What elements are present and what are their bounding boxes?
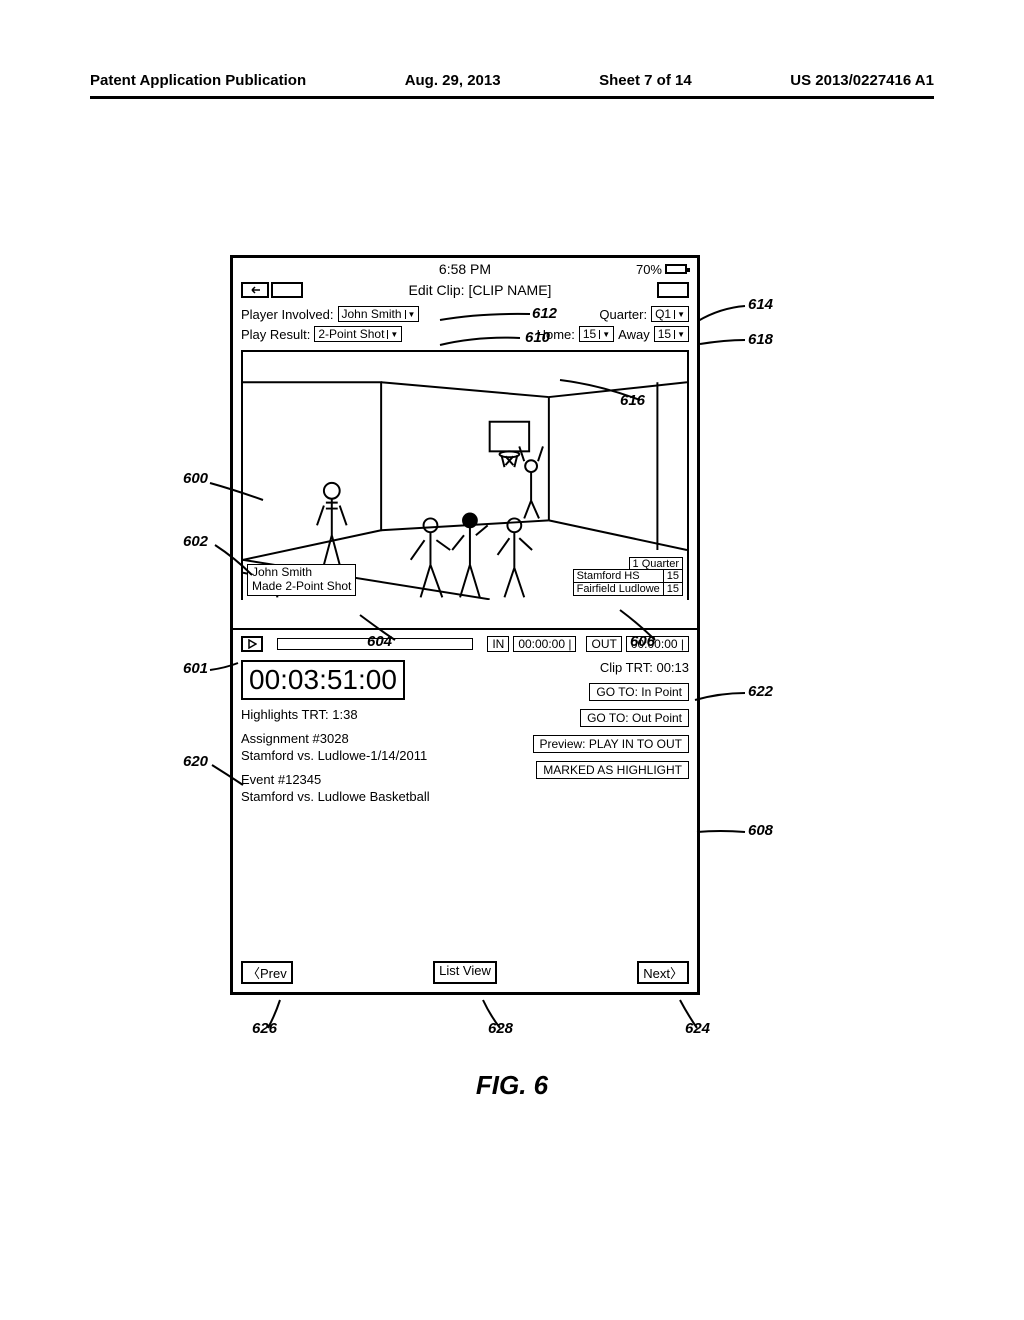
assignment-detail: Stamford vs. Ludlowe-1/14/2011	[241, 747, 455, 765]
chevron-down-icon: ▼	[387, 330, 398, 339]
callout-622: 622	[748, 683, 773, 700]
list-view-button[interactable]: List View	[433, 961, 497, 984]
overlay-result: Made 2-Point Shot	[252, 580, 351, 594]
right-button-column: Clip TRT: 00:13 GO TO: In Point GO TO: O…	[475, 660, 689, 806]
quarter-label: Quarter:	[599, 307, 647, 322]
callout-601: 601	[183, 660, 208, 677]
left-info-column: 00:03:51:00 Highlights TRT: 1:38 Assignm…	[241, 660, 455, 806]
event-id: Event #12345	[241, 771, 455, 789]
status-time: 6:58 PM	[439, 261, 491, 277]
device-frame: 6:58 PM 70% Edit Clip: [CLIP NAME] Playe…	[230, 255, 700, 995]
figure-caption: FIG. 6	[0, 1070, 1024, 1101]
page-header: Patent Application Publication Aug. 29, …	[90, 72, 934, 89]
result-label: Play Result:	[241, 327, 310, 342]
callout-606: 606	[630, 633, 655, 650]
battery-indicator: 70%	[636, 262, 687, 277]
event-detail: Stamford vs. Ludlowe Basketball	[241, 788, 455, 806]
status-bar: 6:58 PM 70%	[233, 258, 697, 280]
header-rule	[90, 96, 934, 99]
battery-pct: 70%	[636, 262, 662, 277]
highlight-button[interactable]: MARKED AS HIGHLIGHT	[536, 761, 689, 779]
score-overlay: 1 Quarter Stamford HS 15 Fairfield Ludlo…	[573, 557, 683, 597]
meta-row-1: Player Involved: John Smith ▼ Quarter: Q…	[233, 304, 697, 324]
prev-button[interactable]: 〈Prev	[241, 961, 293, 984]
chevron-down-icon: ▼	[405, 310, 416, 319]
clip-trt: Clip TRT: 00:13	[600, 660, 689, 675]
team1-score: 15	[664, 570, 682, 583]
callout-618: 618	[748, 331, 773, 348]
play-overlay: John Smith Made 2-Point Shot	[247, 564, 356, 596]
bottom-nav: 〈Prev List View Next〉	[241, 961, 689, 984]
away-dropdown[interactable]: 15 ▼	[654, 326, 689, 342]
transport-row: IN 00:00:00 | OUT 00:00:00 |	[241, 636, 689, 652]
nav-bar: Edit Clip: [CLIP NAME]	[233, 280, 697, 304]
home-dropdown[interactable]: 15 ▼	[579, 326, 614, 342]
header-left: Patent Application Publication	[90, 72, 306, 89]
header-right: US 2013/0227416 A1	[790, 72, 934, 89]
in-value: 00:00:00 |	[513, 636, 576, 652]
team1-name: Stamford HS	[574, 570, 664, 583]
away-label: Away	[618, 327, 650, 342]
header-date: Aug. 29, 2013	[405, 72, 501, 89]
out-button[interactable]: OUT	[586, 636, 621, 652]
player-dropdown[interactable]: John Smith ▼	[338, 306, 420, 322]
chevron-down-icon: ▼	[674, 330, 685, 339]
assignment-id: Assignment #3028	[241, 730, 455, 748]
overlay-player: John Smith	[252, 566, 351, 580]
team2-score: 15	[664, 583, 682, 595]
video-preview[interactable]: John Smith Made 2-Point Shot 1 Quarter S…	[241, 350, 689, 600]
result-dropdown[interactable]: 2-Point Shot ▼	[314, 326, 402, 342]
nav-button-right[interactable]	[657, 282, 689, 298]
battery-icon	[665, 264, 687, 274]
goto-out-button[interactable]: GO TO: Out Point	[580, 709, 689, 727]
player-value: John Smith	[342, 307, 402, 321]
nav-button-left[interactable]	[271, 282, 303, 298]
callout-610: 610	[525, 329, 550, 346]
callout-614: 614	[748, 296, 773, 313]
callout-616: 616	[620, 392, 645, 409]
highlights-trt: Highlights TRT: 1:38	[241, 706, 455, 724]
callout-604: 604	[367, 633, 392, 650]
play-button[interactable]	[241, 636, 263, 652]
header-sheet: Sheet 7 of 14	[599, 72, 692, 89]
next-label: Next	[643, 966, 670, 981]
timecode-display: 00:03:51:00	[241, 660, 405, 700]
meta-row-2: Play Result: 2-Point Shot ▼ Home: 15 ▼ A…	[233, 324, 697, 344]
callout-620: 620	[183, 753, 208, 770]
callout-602: 602	[183, 533, 208, 550]
back-button[interactable]	[241, 282, 269, 298]
in-button[interactable]: IN	[487, 636, 509, 652]
callout-626: 626	[252, 1020, 277, 1037]
scorebox: Stamford HS 15 Fairfield Ludlowe 15	[573, 569, 683, 596]
next-button[interactable]: Next〉	[637, 961, 689, 984]
home-value: 15	[583, 327, 596, 341]
prev-label: Prev	[260, 966, 287, 981]
chevron-down-icon: ▼	[674, 310, 685, 319]
callout-600: 600	[183, 470, 208, 487]
result-value: 2-Point Shot	[318, 327, 384, 341]
away-value: 15	[658, 327, 671, 341]
team2-name: Fairfield Ludlowe	[574, 583, 664, 595]
chevron-down-icon: ▼	[599, 330, 610, 339]
callout-628: 628	[488, 1020, 513, 1037]
goto-in-button[interactable]: GO TO: In Point	[589, 683, 689, 701]
player-label: Player Involved:	[241, 307, 334, 322]
callout-612: 612	[532, 305, 557, 322]
quarter-dropdown[interactable]: Q1 ▼	[651, 306, 689, 322]
callout-624: 624	[685, 1020, 710, 1037]
quarter-value: Q1	[655, 307, 671, 321]
controls-panel: IN 00:00:00 | OUT 00:00:00 | 00:03:51:00…	[233, 630, 697, 806]
preview-button[interactable]: Preview: PLAY IN TO OUT	[533, 735, 690, 753]
nav-title: Edit Clip: [CLIP NAME]	[303, 282, 657, 298]
callout-608: 608	[748, 822, 773, 839]
